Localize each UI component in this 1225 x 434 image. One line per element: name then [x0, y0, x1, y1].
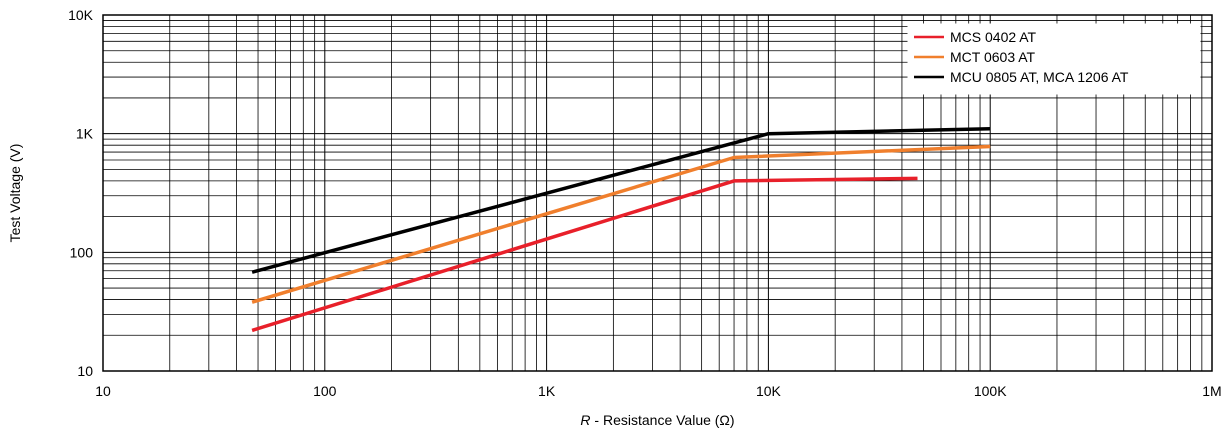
- x-tick-label: 1M: [1202, 383, 1221, 399]
- legend: MCS 0402 AT MCT 0603 AT MCU 0805 AT, MCA 1…: [907, 23, 1201, 95]
- y-axis-label: Test Voltage (V): [7, 144, 23, 243]
- x-tick-label: 10K: [756, 383, 782, 399]
- x-axis-label-text: - Resistance Value (Ω): [591, 412, 735, 428]
- legend-label-2: MCT 0603 AT: [950, 49, 1036, 65]
- legend-label-1: MCS 0402 AT: [950, 29, 1037, 45]
- y-tick-label: 10: [77, 363, 93, 379]
- y-axis-tick-labels: 10 100 1K 10K: [68, 7, 94, 379]
- y-tick-label: 1K: [76, 126, 94, 142]
- y-tick-label: 100: [70, 244, 94, 260]
- series-line-3: [251, 127, 991, 274]
- x-tick-label: 1K: [538, 383, 556, 399]
- x-axis-tick-labels: 10 100 1K 10K 100K 1M: [95, 383, 1222, 399]
- legend-label-3: MCU 0805 AT, MCA 1206 AT: [950, 69, 1129, 85]
- x-tick-label: 100K: [974, 383, 1007, 399]
- legend-box: [907, 23, 1201, 95]
- y-tick-label: 10K: [68, 7, 94, 23]
- grid: [102, 15, 1212, 372]
- series-line-1: [251, 176, 918, 333]
- series-lines: [251, 127, 991, 333]
- plot-area-frame: [102, 14, 1213, 372]
- x-axis-label: R - Resistance Value (Ω): [580, 412, 734, 428]
- x-tick-label: 100: [313, 383, 337, 399]
- series-line-2: [251, 144, 991, 304]
- x-axis-label-symbol: R: [580, 412, 590, 428]
- x-tick-label: 10: [95, 383, 111, 399]
